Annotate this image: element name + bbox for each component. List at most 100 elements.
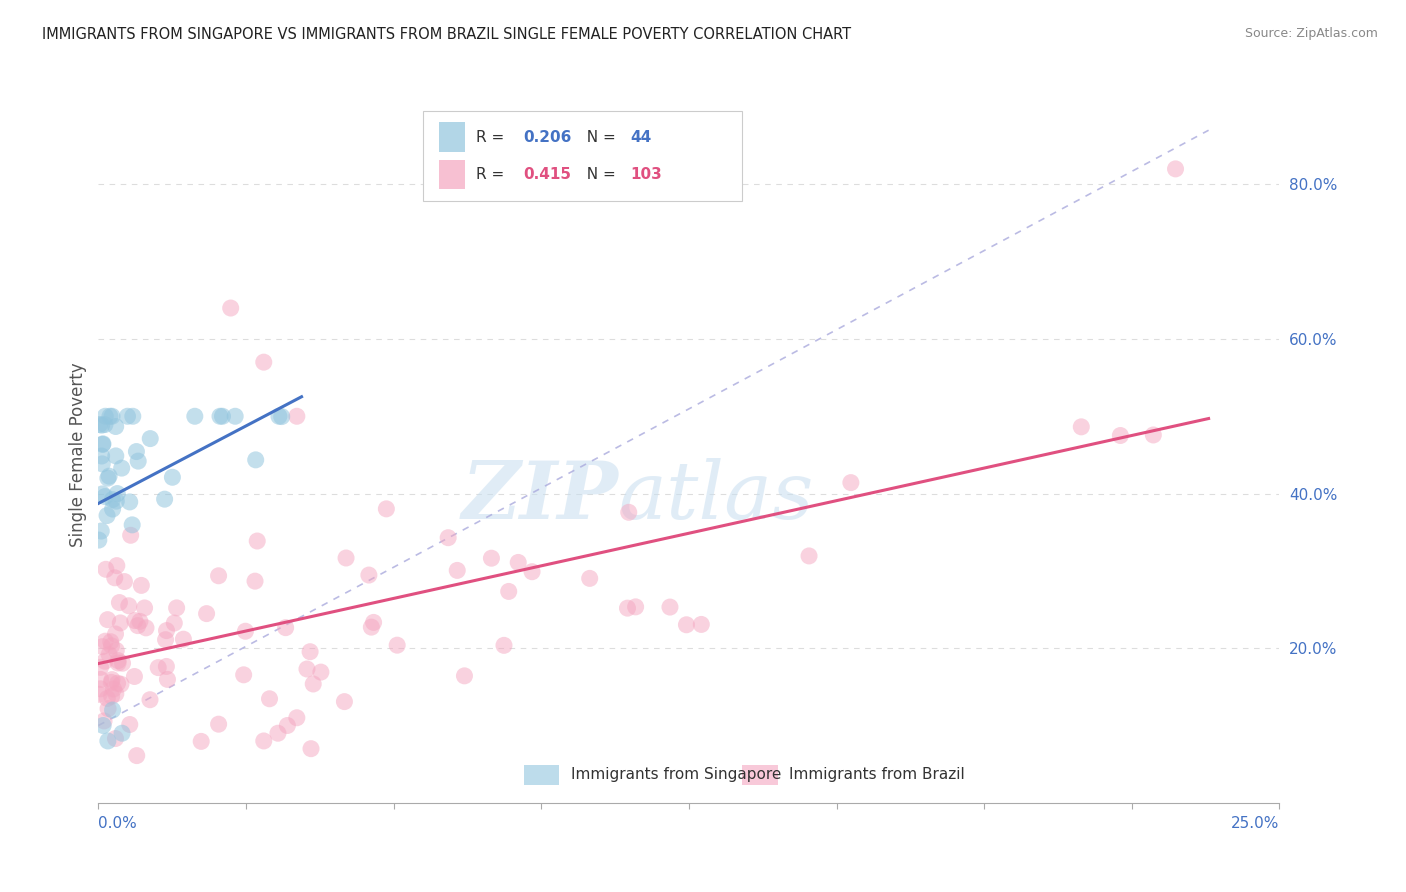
Text: IMMIGRANTS FROM SINGAPORE VS IMMIGRANTS FROM BRAZIL SINGLE FEMALE POVERTY CORREL: IMMIGRANTS FROM SINGAPORE VS IMMIGRANTS … xyxy=(42,27,851,42)
Point xyxy=(93,714,115,728)
Point xyxy=(98,648,121,662)
Point xyxy=(617,505,640,519)
Point xyxy=(105,558,128,573)
Point xyxy=(299,741,322,756)
Point xyxy=(139,692,162,706)
Bar xyxy=(523,764,560,785)
Point xyxy=(253,355,276,369)
Text: Immigrants from Singapore: Immigrants from Singapore xyxy=(571,767,782,782)
Point xyxy=(385,638,408,652)
Point xyxy=(90,524,112,538)
Point xyxy=(207,568,229,582)
Text: Source: ZipAtlas.com: Source: ZipAtlas.com xyxy=(1244,27,1378,40)
Point xyxy=(148,660,170,674)
Point xyxy=(89,687,111,701)
Point xyxy=(155,624,177,638)
Text: 0.206: 0.206 xyxy=(523,130,572,145)
Point xyxy=(110,615,132,630)
Point xyxy=(492,638,515,652)
Point xyxy=(118,717,141,731)
Point xyxy=(91,487,114,501)
Bar xyxy=(742,764,778,785)
Text: 25.0%: 25.0% xyxy=(1232,816,1279,831)
Point xyxy=(616,601,638,615)
Point xyxy=(235,624,257,639)
Point xyxy=(276,718,298,732)
Point xyxy=(134,601,156,615)
Text: 0.0%: 0.0% xyxy=(98,816,138,831)
Text: 44: 44 xyxy=(630,130,651,145)
Point xyxy=(162,470,184,484)
Point xyxy=(508,556,530,570)
Point xyxy=(267,409,290,424)
Point xyxy=(94,634,117,648)
Point xyxy=(104,731,127,746)
Point xyxy=(89,681,111,696)
Text: R =: R = xyxy=(477,167,509,182)
Point xyxy=(94,409,117,424)
FancyBboxPatch shape xyxy=(423,111,742,201)
Text: N =: N = xyxy=(576,130,620,145)
Point xyxy=(155,632,177,647)
Point xyxy=(453,669,475,683)
Bar xyxy=(439,160,464,189)
Point xyxy=(87,533,110,547)
Point xyxy=(107,656,129,670)
Point xyxy=(446,563,468,577)
Point xyxy=(1109,428,1132,442)
Point xyxy=(120,528,142,542)
Point xyxy=(90,673,112,687)
Point xyxy=(89,417,111,432)
Point xyxy=(127,618,149,632)
Point xyxy=(190,734,212,748)
Point xyxy=(91,437,114,451)
Point xyxy=(125,444,148,458)
Point xyxy=(129,615,152,629)
Text: Immigrants from Brazil: Immigrants from Brazil xyxy=(789,767,965,782)
Point xyxy=(357,568,380,582)
Point xyxy=(104,687,127,701)
Point xyxy=(100,634,122,648)
Point xyxy=(97,734,120,748)
Point xyxy=(97,471,120,485)
Point xyxy=(153,492,176,507)
Point xyxy=(259,691,281,706)
Point xyxy=(105,486,128,500)
Point xyxy=(96,508,118,523)
Point xyxy=(91,437,114,451)
Point xyxy=(111,657,134,671)
Point xyxy=(121,517,143,532)
Point xyxy=(91,718,114,732)
Point xyxy=(675,617,697,632)
Text: atlas: atlas xyxy=(619,458,814,535)
Point xyxy=(219,301,242,315)
Point xyxy=(155,659,177,673)
Point xyxy=(94,490,117,504)
Point xyxy=(232,668,254,682)
Point xyxy=(207,717,229,731)
Point xyxy=(285,409,308,424)
Point xyxy=(104,571,127,585)
Point xyxy=(111,461,134,475)
Point xyxy=(211,409,233,424)
Point xyxy=(127,454,149,468)
Point xyxy=(839,475,862,490)
Point xyxy=(363,615,385,630)
Point xyxy=(224,409,246,424)
Point xyxy=(104,449,127,463)
Point xyxy=(104,419,127,434)
Point xyxy=(245,453,267,467)
Point xyxy=(309,665,332,679)
Point xyxy=(172,632,194,647)
Point xyxy=(110,677,132,691)
Point xyxy=(437,531,460,545)
Point xyxy=(97,613,120,627)
Point xyxy=(659,600,682,615)
Point xyxy=(101,492,124,507)
Point xyxy=(267,726,290,740)
Point xyxy=(166,600,188,615)
Point xyxy=(121,409,143,424)
Point xyxy=(124,614,146,628)
Point xyxy=(94,417,117,432)
Point xyxy=(135,621,157,635)
